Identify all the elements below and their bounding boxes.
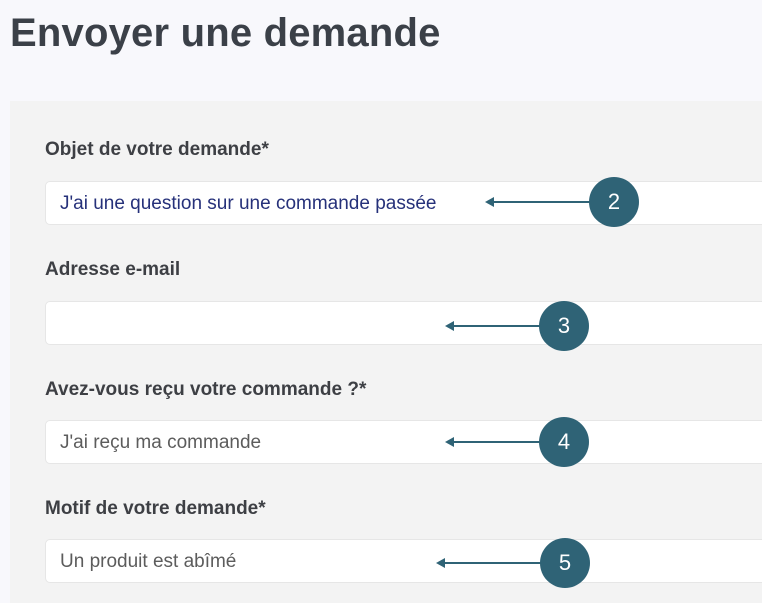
annotation-line (493, 201, 593, 203)
annotation-badge: 4 (539, 417, 589, 467)
order-received-label: Avez-vous reçu votre commande ?* (45, 379, 367, 400)
order-received-select[interactable]: J'ai reçu ma commande (45, 420, 762, 464)
annotation-arrow-icon (445, 437, 454, 447)
annotation-5: 5 (436, 538, 591, 588)
form-panel: Objet de votre demande* J'ai une questio… (10, 101, 762, 603)
annotation-4: 4 (445, 417, 590, 467)
subject-select[interactable]: J'ai une question sur une commande passé… (45, 181, 762, 225)
annotation-3: 3 (445, 301, 590, 351)
annotation-badge: 2 (589, 177, 639, 227)
reason-label: Motif de votre demande* (45, 498, 266, 519)
annotation-arrow-icon (436, 558, 445, 568)
email-label: Adresse e-mail (45, 259, 181, 280)
page-title: Envoyer une demande (10, 11, 441, 55)
annotation-badge: 3 (539, 301, 589, 351)
reason-value: Un produit est abîmé (60, 551, 237, 572)
subject-label: Objet de votre demande* (45, 139, 269, 160)
order-received-value: J'ai reçu ma commande (60, 432, 262, 453)
annotation-arrow-icon (445, 321, 454, 331)
annotation-arrow-icon (485, 197, 494, 207)
annotation-2: 2 (485, 177, 640, 227)
reason-select[interactable]: Un produit est abîmé (45, 539, 762, 583)
annotation-line (444, 562, 544, 564)
subject-selected-value: J'ai une question sur une commande passé… (60, 193, 437, 214)
annotation-badge: 5 (540, 538, 590, 588)
annotation-line (453, 325, 543, 327)
email-field[interactable] (45, 301, 762, 345)
annotation-line (453, 441, 543, 443)
